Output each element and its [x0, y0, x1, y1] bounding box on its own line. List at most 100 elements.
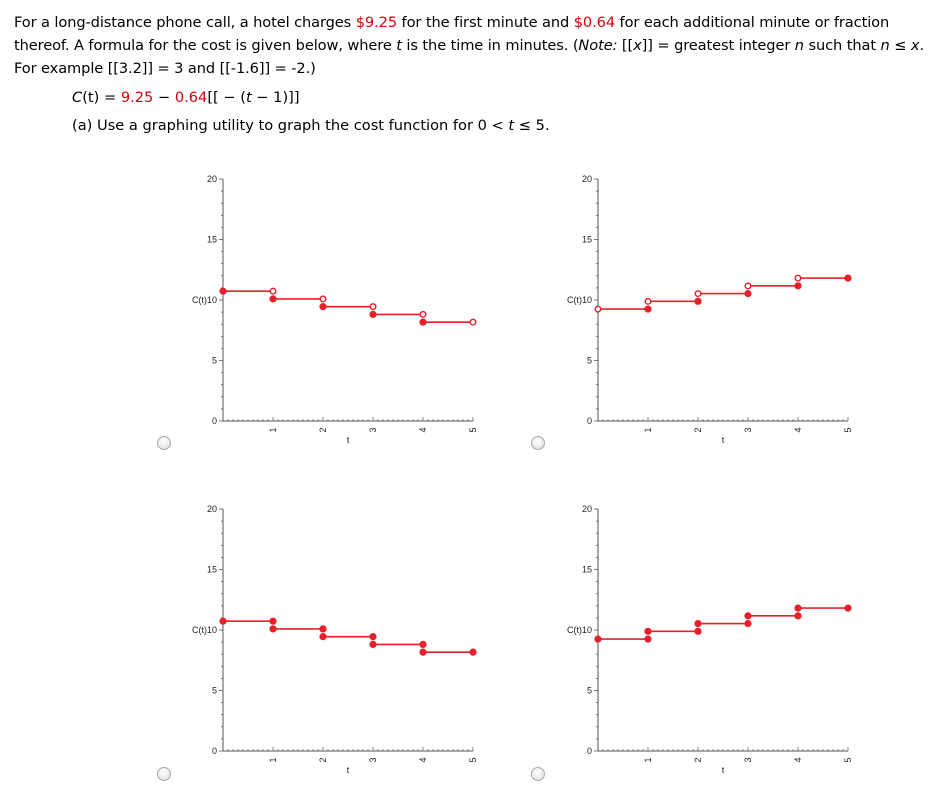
question-text: (a) Use a graphing utility to graph the …: [72, 117, 509, 134]
y-tick-label: 20: [582, 174, 592, 184]
y-axis-label: C(t): [567, 295, 582, 305]
closed-endpoint: [694, 297, 702, 305]
y-tick-label: 5: [587, 686, 592, 696]
formula-constant: 9.25: [120, 89, 154, 106]
open-endpoint: [644, 297, 652, 305]
graph-option-2: 0 5 10 15 20 1 2 3 4 5 t C(t): [540, 168, 860, 453]
y-tick-label: 20: [207, 504, 217, 514]
y-tick-label: 0: [587, 746, 592, 756]
open-endpoint: [369, 303, 377, 311]
closed-endpoint: [594, 635, 602, 643]
x-tick-label: 4: [793, 427, 803, 432]
x-tick-label: 5: [468, 757, 478, 762]
y-tick-label: 15: [207, 565, 217, 575]
step-graph-chart: 0 5 10 15 20 1 2 3 4 5 t C(t): [192, 504, 478, 775]
y-tick-label: 5: [212, 686, 217, 696]
closed-endpoint: [319, 625, 327, 633]
variable-n: n: [880, 37, 890, 54]
y-tick-label: 0: [212, 746, 217, 756]
part-a-question: (a) Use a graphing utility to graph the …: [72, 117, 550, 134]
answer-radio-option-4[interactable]: [531, 767, 545, 781]
variable-x: x: [633, 37, 642, 54]
problem-text: ≤: [889, 37, 911, 54]
problem-text: such that: [803, 37, 881, 54]
closed-endpoint: [419, 648, 427, 656]
y-tick-label: 15: [207, 235, 217, 245]
cost-formula: C(t) = 9.25 − 0.64[[ − (t − 1)]]: [72, 89, 300, 106]
closed-endpoint: [469, 648, 477, 656]
closed-endpoint: [369, 633, 377, 641]
closed-endpoint: [794, 604, 802, 612]
x-tick-label: 5: [468, 427, 478, 432]
step-graph-chart: 0 5 10 15 20 1 2 3 4 5 t C(t): [192, 174, 478, 445]
closed-endpoint: [844, 274, 852, 282]
y-tick-label: 20: [582, 504, 592, 514]
closed-endpoint: [369, 310, 377, 318]
formula-text: C: [72, 89, 83, 106]
variable-n: n: [794, 37, 804, 54]
x-tick-label: 3: [368, 427, 378, 432]
variable-t: t: [396, 37, 402, 54]
closed-endpoint: [644, 635, 652, 643]
problem-line-3: For example [[3.2]] = 3 and [[-1.6]] = -…: [14, 60, 316, 77]
closed-endpoint: [844, 604, 852, 612]
y-tick-label: 10: [582, 295, 592, 305]
closed-endpoint: [644, 627, 652, 635]
x-tick-label: 3: [743, 757, 753, 762]
price-first-minute: $9.25: [355, 14, 398, 31]
closed-endpoint: [744, 289, 752, 298]
x-tick-label: 1: [643, 757, 653, 762]
closed-endpoint: [794, 612, 802, 620]
step-graph-chart: 0 5 10 15 20 1 2 3 4 5 t C(t): [567, 504, 853, 775]
x-axis-label: t: [347, 435, 350, 445]
variable-x: x: [910, 37, 920, 54]
problem-text: ]] = greatest integer: [641, 37, 795, 54]
x-tick-label: 1: [643, 427, 653, 432]
closed-endpoint: [269, 625, 277, 633]
y-tick-label: 5: [212, 356, 217, 366]
closed-endpoint: [269, 295, 277, 303]
problem-text: [[: [617, 37, 634, 54]
formula-text: −: [153, 89, 175, 106]
answer-radio-option-2[interactable]: [531, 436, 545, 450]
x-tick-label: 1: [268, 427, 278, 432]
closed-endpoint: [694, 619, 702, 628]
closed-endpoint: [319, 633, 327, 641]
variable-t: t: [245, 89, 252, 106]
y-tick-label: 15: [582, 565, 592, 575]
x-tick-label: 4: [793, 757, 803, 762]
y-tick-label: 10: [207, 625, 217, 635]
answer-radio-option-3[interactable]: [157, 767, 171, 781]
closed-endpoint: [694, 627, 702, 635]
closed-endpoint: [744, 612, 752, 620]
closed-endpoint: [419, 318, 427, 326]
x-tick-label: 2: [693, 427, 703, 432]
graph-option-4: 0 5 10 15 20 1 2 3 4 5 t C(t): [540, 498, 860, 783]
x-tick-label: 5: [843, 757, 853, 762]
x-axis-label: t: [722, 435, 725, 445]
problem-text: .: [919, 37, 924, 54]
formula-text: (t) =: [82, 89, 121, 106]
question-text: ≤ 5.: [514, 117, 550, 134]
x-tick-label: 4: [418, 757, 428, 762]
graph-option-3: 0 5 10 15 20 1 2 3 4 5 t C(t): [165, 498, 485, 783]
open-endpoint: [694, 290, 702, 298]
closed-endpoint: [644, 305, 652, 313]
graph-option-1: 0 5 10 15 20 1 2 3 4 5 t C(t): [165, 168, 485, 453]
x-tick-label: 2: [693, 757, 703, 762]
formula-text: − 1)]]: [251, 89, 300, 106]
answer-radio-option-1[interactable]: [157, 436, 171, 450]
open-endpoint: [794, 274, 802, 282]
problem-line-1: For a long-distance phone call, a hotel …: [14, 11, 942, 34]
y-tick-label: 20: [207, 174, 217, 184]
y-tick-label: 5: [587, 356, 592, 366]
closed-endpoint: [219, 287, 227, 295]
y-axis-label: C(t): [567, 625, 582, 635]
x-tick-label: 3: [743, 427, 753, 432]
problem-text: for the first minute and: [397, 14, 574, 31]
closed-endpoint: [744, 619, 752, 628]
x-axis-label: t: [347, 765, 350, 775]
step-graph-chart: 0 5 10 15 20 1 2 3 4 5 t C(t): [567, 174, 853, 445]
y-tick-label: 10: [207, 295, 217, 305]
y-axis-label: C(t): [192, 295, 207, 305]
